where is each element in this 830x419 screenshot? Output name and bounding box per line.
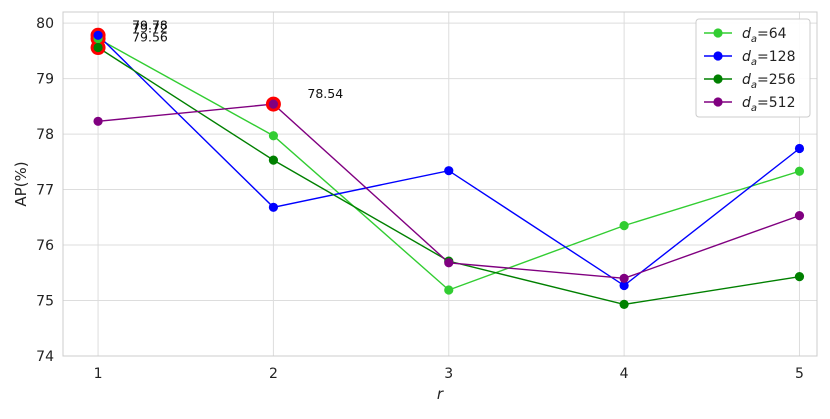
legend-label-value: =512 <box>757 95 795 111</box>
x-axis-ticks: 1 2 3 4 5 <box>94 366 804 382</box>
data-point <box>444 258 454 268</box>
legend-label: da=512 <box>742 95 795 114</box>
legend-marker <box>713 74 723 84</box>
legend-label-subscript: a <box>751 57 757 68</box>
data-point <box>619 221 629 231</box>
legend-entry: da=64 <box>704 26 787 45</box>
data-point <box>619 299 629 309</box>
legend-label: da=256 <box>742 72 796 91</box>
series-points <box>93 30 805 309</box>
legend-label-base: d <box>742 95 751 111</box>
x-tick-label: 5 <box>795 366 804 382</box>
x-axis-label: r <box>437 385 444 403</box>
legend-label: da=128 <box>742 49 795 68</box>
data-point <box>268 131 279 141</box>
legend-entry: da=128 <box>704 49 795 68</box>
data-point <box>93 42 103 53</box>
legend-label-base: d <box>742 26 751 42</box>
data-point <box>619 280 629 291</box>
data-point <box>93 116 103 126</box>
y-tick-label: 77 <box>36 183 54 199</box>
y-tick-label: 75 <box>36 294 54 310</box>
legend-entry: da=512 <box>704 95 795 114</box>
highlight-markers <box>90 27 281 112</box>
data-label: 79.56 <box>132 30 168 45</box>
legend-label-base: d <box>742 49 751 65</box>
y-tick-label: 74 <box>36 349 54 365</box>
legend-box <box>695 18 811 118</box>
legend-label-value: =64 <box>757 26 787 42</box>
legend-label-value: =128 <box>757 49 795 65</box>
data-point <box>268 155 279 165</box>
legend-marker <box>713 97 723 107</box>
x-tick-label: 4 <box>620 366 629 382</box>
y-tick-label: 76 <box>36 238 54 254</box>
legend-label-subscript: a <box>751 103 757 114</box>
data-label: 79.78 <box>132 17 168 32</box>
y-axis-label: AP(%) <box>12 161 30 206</box>
legend-label-subscript: a <box>751 80 757 91</box>
y-tick-label: 78 <box>36 127 54 143</box>
y-tick-label: 79 <box>36 72 54 88</box>
data-point <box>794 272 805 282</box>
data-point <box>268 202 279 212</box>
data-point <box>794 166 805 176</box>
legend-label: da=64 <box>742 26 787 45</box>
y-axis-ticks: 74 75 76 77 78 79 80 <box>36 16 54 365</box>
data-point <box>93 30 103 40</box>
data-point <box>794 211 805 221</box>
data-label: 79.72 <box>132 21 168 36</box>
data-point <box>794 143 805 154</box>
plot-area-frame <box>62 11 818 357</box>
legend-marker <box>713 51 723 61</box>
legend-marker <box>713 28 723 38</box>
legend-label-base: d <box>742 72 751 88</box>
legend-label-value: =256 <box>757 72 796 88</box>
data-point <box>444 166 454 176</box>
data-point <box>268 99 279 109</box>
x-tick-label: 3 <box>444 366 453 382</box>
x-tick-label: 2 <box>269 366 278 382</box>
x-tick-label: 1 <box>94 366 103 382</box>
data-point <box>444 285 454 295</box>
data-point <box>619 273 629 283</box>
data-label: 78.54 <box>307 86 343 101</box>
legend-label-subscript: a <box>751 34 757 45</box>
y-tick-label: 80 <box>36 16 54 32</box>
legend-entry: da=256 <box>704 72 796 91</box>
